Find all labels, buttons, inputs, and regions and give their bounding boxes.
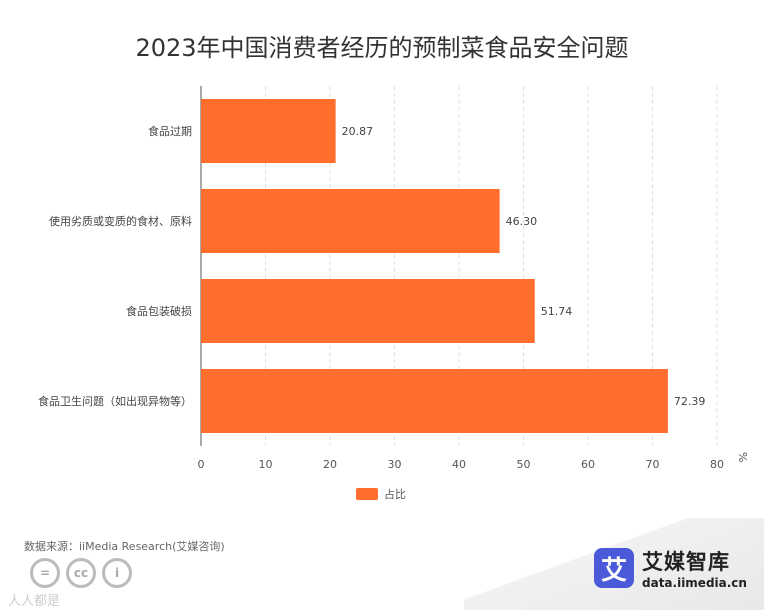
license-icons: = cc i: [30, 558, 132, 588]
x-tick-label: 0: [198, 458, 205, 471]
cc-icon: cc: [66, 558, 96, 588]
data-label: 72.39: [674, 395, 706, 408]
x-tick-label: 20: [323, 458, 337, 471]
bar: [201, 189, 500, 253]
equals-icon: =: [30, 558, 60, 588]
brand-logo: 艾: [594, 548, 634, 588]
brand-block: 艾 艾媒智库 data.iimedia.cn: [594, 546, 747, 590]
legend-label: 占比: [384, 488, 406, 501]
chart-title: 2023年中国消费者经历的预制菜食品安全问题: [135, 34, 629, 62]
bar: [201, 99, 336, 163]
brand-url: data.iimedia.cn: [642, 576, 747, 590]
watermark: 人人都是: [8, 594, 61, 609]
x-tick-label: 60: [581, 458, 595, 471]
x-tick-label: 50: [517, 458, 531, 471]
data-label: 51.74: [541, 305, 573, 318]
data-label: 46.30: [506, 215, 538, 228]
legend-swatch: [356, 488, 378, 500]
person-icon: i: [102, 558, 132, 588]
x-tick-label: 40: [452, 458, 466, 471]
y-tick-label: 食品卫生问题（如出现异物等）: [38, 394, 192, 408]
y-tick-label: 食品过期: [148, 124, 192, 138]
brand-name: 艾媒智库: [642, 550, 730, 574]
bar-chart: 0 10 20 30 40 50 60 70 80% 20.87 食品过期 46.30 使用劣质或变质的…: [38, 86, 749, 471]
bar: [201, 279, 535, 343]
x-tick-label: 70: [646, 458, 660, 471]
x-tick-label: 10: [259, 458, 273, 471]
y-tick-label: 食品包装破损: [126, 304, 192, 318]
x-tick-label: 80: [710, 458, 724, 471]
source-note: 数据来源：iiMedia Research(艾媒咨询): [24, 540, 225, 553]
x-tick-label: 30: [388, 458, 402, 471]
x-unit-label: %: [736, 452, 749, 462]
y-tick-label: 使用劣质或变质的食材、原料: [49, 214, 192, 228]
legend[interactable]: 占比: [356, 486, 406, 502]
bar: [201, 369, 668, 433]
data-label: 20.87: [342, 125, 374, 138]
